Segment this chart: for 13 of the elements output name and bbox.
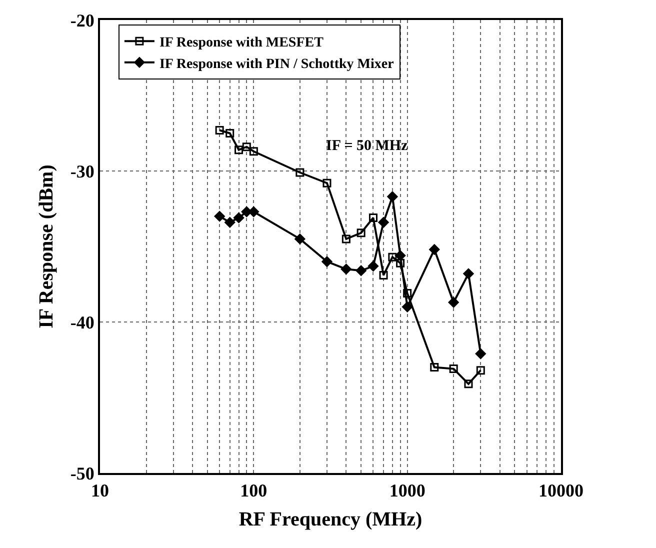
legend-label: IF Response with PIN / Schottky Mixer [159, 56, 394, 72]
x-tick-label: 100 [240, 480, 268, 501]
y-tick-label: -30 [70, 161, 94, 182]
x-tick-label: 10000 [538, 480, 584, 501]
legend-label: IF Response with MESFET [159, 36, 324, 51]
x-tick-label: 10 [91, 480, 109, 501]
y-tick-label: -20 [70, 10, 94, 30]
x-axis-title: RF Frequency (MHz) [238, 508, 422, 531]
y-axis-title: IF Response (dBm) [35, 164, 58, 328]
x-tick-label: 1000 [389, 480, 426, 501]
y-tick-label: -50 [70, 463, 94, 484]
annotation: IF = 50 MHz [326, 138, 408, 154]
y-tick-label: -40 [70, 312, 94, 332]
